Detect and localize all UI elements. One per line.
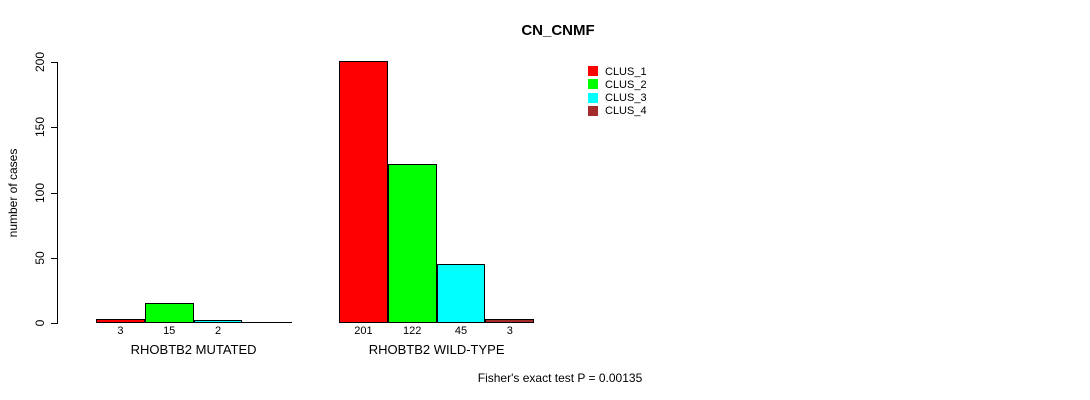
bar-clus_1-group1 — [96, 319, 145, 323]
fisher-test-annotation: Fisher's exact test P = 0.00135 — [477, 371, 643, 385]
category-label-group2: RHOBTB2 WILD-TYPE — [368, 342, 505, 357]
y-axis-tick-label: 50 — [33, 251, 47, 265]
y-axis-tick — [51, 193, 57, 194]
y-axis-tick — [51, 323, 57, 324]
bar-clus_3-group2 — [436, 264, 486, 323]
legend-label-clus_2: CLUS_2 — [605, 78, 647, 91]
bar-clus_4-group1-zero — [242, 322, 293, 323]
legend-label-clus_1: CLUS_1 — [605, 65, 647, 78]
bar-value-label: 15 — [163, 325, 176, 337]
y-axis-line — [57, 62, 58, 324]
bar-clus_1-group2 — [339, 61, 388, 323]
category-label-group1: RHOBTB2 MUTATED — [130, 342, 257, 357]
legend-label-clus_4: CLUS_4 — [605, 105, 647, 118]
bar-clus_4-group2 — [485, 319, 535, 323]
legend-swatch-clus_4 — [588, 105, 598, 116]
bar-value-label: 3 — [117, 325, 124, 337]
bar-value-label: 45 — [454, 325, 468, 337]
bar-clus_3-group1 — [193, 320, 243, 323]
bar-value-label: 2 — [214, 325, 222, 337]
bar-clus_2-group1 — [144, 303, 194, 323]
y-axis-tick — [51, 62, 57, 63]
y-axis-tick — [51, 258, 57, 259]
legend-swatch-clus_1 — [588, 66, 598, 76]
bar-value-label: 122 — [403, 325, 422, 337]
chart-title: CN_CNMF — [521, 22, 595, 39]
legend-label-clus_3: CLUS_3 — [605, 92, 647, 105]
bar-clus_2-group2 — [387, 164, 437, 323]
bar-value-label: 3 — [506, 325, 513, 337]
y-axis-tick-label: 100 — [33, 182, 47, 204]
y-axis-title: number of cases — [6, 148, 20, 238]
y-axis-tick-label: 200 — [33, 51, 47, 73]
y-axis-tick-label: 0 — [33, 319, 47, 327]
bar-value-label: 201 — [354, 325, 373, 337]
legend-swatch-clus_3 — [588, 92, 598, 103]
y-axis-tick — [51, 127, 57, 128]
y-axis-tick-label: 150 — [33, 116, 47, 138]
legend-swatch-clus_2 — [588, 79, 598, 90]
